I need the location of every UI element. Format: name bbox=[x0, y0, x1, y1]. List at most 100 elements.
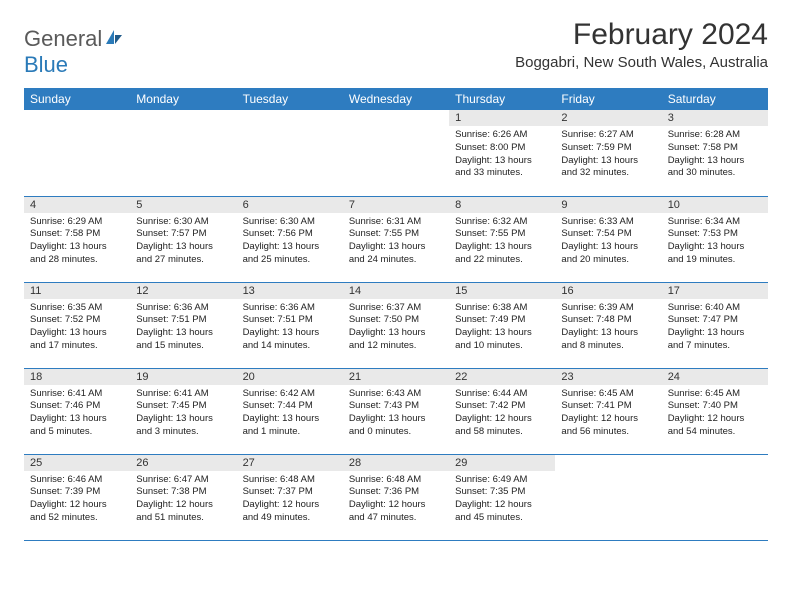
calendar-day-cell: 5Sunrise: 6:30 AMSunset: 7:57 PMDaylight… bbox=[130, 196, 236, 282]
day-details: Sunrise: 6:40 AMSunset: 7:47 PMDaylight:… bbox=[662, 299, 768, 357]
calendar-day-cell: 23Sunrise: 6:45 AMSunset: 7:41 PMDayligh… bbox=[555, 368, 661, 454]
day-number: 3 bbox=[662, 110, 768, 126]
calendar-day-cell: 4Sunrise: 6:29 AMSunset: 7:58 PMDaylight… bbox=[24, 196, 130, 282]
calendar-day-cell: 6Sunrise: 6:30 AMSunset: 7:56 PMDaylight… bbox=[237, 196, 343, 282]
calendar-day-cell: 28Sunrise: 6:48 AMSunset: 7:36 PMDayligh… bbox=[343, 454, 449, 540]
weekday-header: Monday bbox=[130, 88, 236, 110]
day-number: 13 bbox=[237, 283, 343, 299]
calendar-week-row: 25Sunrise: 6:46 AMSunset: 7:39 PMDayligh… bbox=[24, 454, 768, 540]
day-number: 12 bbox=[130, 283, 236, 299]
day-number: 27 bbox=[237, 455, 343, 471]
day-number: 11 bbox=[24, 283, 130, 299]
calendar-day-cell: 19Sunrise: 6:41 AMSunset: 7:45 PMDayligh… bbox=[130, 368, 236, 454]
day-details: Sunrise: 6:46 AMSunset: 7:39 PMDaylight:… bbox=[24, 471, 130, 529]
day-details: Sunrise: 6:33 AMSunset: 7:54 PMDaylight:… bbox=[555, 213, 661, 271]
calendar-day-cell: 2Sunrise: 6:27 AMSunset: 7:59 PMDaylight… bbox=[555, 110, 661, 196]
calendar-week-row: 4Sunrise: 6:29 AMSunset: 7:58 PMDaylight… bbox=[24, 196, 768, 282]
day-details: Sunrise: 6:45 AMSunset: 7:41 PMDaylight:… bbox=[555, 385, 661, 443]
calendar-day-cell: 25Sunrise: 6:46 AMSunset: 7:39 PMDayligh… bbox=[24, 454, 130, 540]
calendar-day-cell bbox=[24, 110, 130, 196]
calendar-day-cell: 12Sunrise: 6:36 AMSunset: 7:51 PMDayligh… bbox=[130, 282, 236, 368]
calendar-day-cell: 11Sunrise: 6:35 AMSunset: 7:52 PMDayligh… bbox=[24, 282, 130, 368]
day-number: 1 bbox=[449, 110, 555, 126]
day-number: 14 bbox=[343, 283, 449, 299]
day-details: Sunrise: 6:29 AMSunset: 7:58 PMDaylight:… bbox=[24, 213, 130, 271]
day-number: 8 bbox=[449, 197, 555, 213]
page-header: GeneralBlue February 2024 Boggabri, New … bbox=[24, 18, 768, 78]
brand-name: GeneralBlue bbox=[24, 26, 124, 78]
day-details: Sunrise: 6:27 AMSunset: 7:59 PMDaylight:… bbox=[555, 126, 661, 184]
calendar-body: 1Sunrise: 6:26 AMSunset: 8:00 PMDaylight… bbox=[24, 110, 768, 540]
day-details: Sunrise: 6:43 AMSunset: 7:43 PMDaylight:… bbox=[343, 385, 449, 443]
calendar-day-cell bbox=[343, 110, 449, 196]
calendar-week-row: 18Sunrise: 6:41 AMSunset: 7:46 PMDayligh… bbox=[24, 368, 768, 454]
day-details: Sunrise: 6:49 AMSunset: 7:35 PMDaylight:… bbox=[449, 471, 555, 529]
day-number: 5 bbox=[130, 197, 236, 213]
weekday-header: Tuesday bbox=[237, 88, 343, 110]
calendar-day-cell: 7Sunrise: 6:31 AMSunset: 7:55 PMDaylight… bbox=[343, 196, 449, 282]
day-number: 10 bbox=[662, 197, 768, 213]
day-number: 7 bbox=[343, 197, 449, 213]
calendar-day-cell: 18Sunrise: 6:41 AMSunset: 7:46 PMDayligh… bbox=[24, 368, 130, 454]
day-details: Sunrise: 6:36 AMSunset: 7:51 PMDaylight:… bbox=[237, 299, 343, 357]
day-number: 22 bbox=[449, 369, 555, 385]
day-details: Sunrise: 6:30 AMSunset: 7:57 PMDaylight:… bbox=[130, 213, 236, 271]
day-details: Sunrise: 6:26 AMSunset: 8:00 PMDaylight:… bbox=[449, 126, 555, 184]
day-details: Sunrise: 6:36 AMSunset: 7:51 PMDaylight:… bbox=[130, 299, 236, 357]
day-number: 23 bbox=[555, 369, 661, 385]
day-details: Sunrise: 6:37 AMSunset: 7:50 PMDaylight:… bbox=[343, 299, 449, 357]
calendar-day-cell: 24Sunrise: 6:45 AMSunset: 7:40 PMDayligh… bbox=[662, 368, 768, 454]
day-details: Sunrise: 6:48 AMSunset: 7:36 PMDaylight:… bbox=[343, 471, 449, 529]
day-number: 19 bbox=[130, 369, 236, 385]
calendar-day-cell: 20Sunrise: 6:42 AMSunset: 7:44 PMDayligh… bbox=[237, 368, 343, 454]
day-number: 16 bbox=[555, 283, 661, 299]
day-number: 25 bbox=[24, 455, 130, 471]
day-number: 2 bbox=[555, 110, 661, 126]
calendar-table: SundayMondayTuesdayWednesdayThursdayFrid… bbox=[24, 88, 768, 541]
calendar-day-cell: 15Sunrise: 6:38 AMSunset: 7:49 PMDayligh… bbox=[449, 282, 555, 368]
weekday-header-row: SundayMondayTuesdayWednesdayThursdayFrid… bbox=[24, 88, 768, 110]
day-number: 17 bbox=[662, 283, 768, 299]
calendar-day-cell: 8Sunrise: 6:32 AMSunset: 7:55 PMDaylight… bbox=[449, 196, 555, 282]
day-details: Sunrise: 6:47 AMSunset: 7:38 PMDaylight:… bbox=[130, 471, 236, 529]
calendar-week-row: 11Sunrise: 6:35 AMSunset: 7:52 PMDayligh… bbox=[24, 282, 768, 368]
calendar-day-cell bbox=[237, 110, 343, 196]
day-details: Sunrise: 6:39 AMSunset: 7:48 PMDaylight:… bbox=[555, 299, 661, 357]
day-details: Sunrise: 6:44 AMSunset: 7:42 PMDaylight:… bbox=[449, 385, 555, 443]
calendar-day-cell bbox=[555, 454, 661, 540]
calendar-day-cell: 16Sunrise: 6:39 AMSunset: 7:48 PMDayligh… bbox=[555, 282, 661, 368]
day-number: 29 bbox=[449, 455, 555, 471]
calendar-day-cell: 27Sunrise: 6:48 AMSunset: 7:37 PMDayligh… bbox=[237, 454, 343, 540]
day-details: Sunrise: 6:30 AMSunset: 7:56 PMDaylight:… bbox=[237, 213, 343, 271]
day-number: 6 bbox=[237, 197, 343, 213]
calendar-week-row: 1Sunrise: 6:26 AMSunset: 8:00 PMDaylight… bbox=[24, 110, 768, 196]
calendar-day-cell: 21Sunrise: 6:43 AMSunset: 7:43 PMDayligh… bbox=[343, 368, 449, 454]
day-details: Sunrise: 6:38 AMSunset: 7:49 PMDaylight:… bbox=[449, 299, 555, 357]
weekday-header: Wednesday bbox=[343, 88, 449, 110]
day-number: 18 bbox=[24, 369, 130, 385]
calendar-day-cell: 29Sunrise: 6:49 AMSunset: 7:35 PMDayligh… bbox=[449, 454, 555, 540]
day-number: 9 bbox=[555, 197, 661, 213]
day-number: 24 bbox=[662, 369, 768, 385]
calendar-day-cell: 1Sunrise: 6:26 AMSunset: 8:00 PMDaylight… bbox=[449, 110, 555, 196]
day-number: 15 bbox=[449, 283, 555, 299]
day-number: 20 bbox=[237, 369, 343, 385]
brand-logo: GeneralBlue bbox=[24, 26, 124, 78]
day-number: 21 bbox=[343, 369, 449, 385]
day-details: Sunrise: 6:32 AMSunset: 7:55 PMDaylight:… bbox=[449, 213, 555, 271]
day-number: 28 bbox=[343, 455, 449, 471]
location-text: Boggabri, New South Wales, Australia bbox=[515, 54, 768, 71]
day-details: Sunrise: 6:42 AMSunset: 7:44 PMDaylight:… bbox=[237, 385, 343, 443]
day-details: Sunrise: 6:41 AMSunset: 7:46 PMDaylight:… bbox=[24, 385, 130, 443]
weekday-header: Friday bbox=[555, 88, 661, 110]
day-details: Sunrise: 6:35 AMSunset: 7:52 PMDaylight:… bbox=[24, 299, 130, 357]
weekday-header: Sunday bbox=[24, 88, 130, 110]
day-details: Sunrise: 6:45 AMSunset: 7:40 PMDaylight:… bbox=[662, 385, 768, 443]
calendar-day-cell: 3Sunrise: 6:28 AMSunset: 7:58 PMDaylight… bbox=[662, 110, 768, 196]
day-details: Sunrise: 6:41 AMSunset: 7:45 PMDaylight:… bbox=[130, 385, 236, 443]
day-details: Sunrise: 6:34 AMSunset: 7:53 PMDaylight:… bbox=[662, 213, 768, 271]
calendar-day-cell: 26Sunrise: 6:47 AMSunset: 7:38 PMDayligh… bbox=[130, 454, 236, 540]
calendar-day-cell: 9Sunrise: 6:33 AMSunset: 7:54 PMDaylight… bbox=[555, 196, 661, 282]
calendar-day-cell: 14Sunrise: 6:37 AMSunset: 7:50 PMDayligh… bbox=[343, 282, 449, 368]
weekday-header: Thursday bbox=[449, 88, 555, 110]
